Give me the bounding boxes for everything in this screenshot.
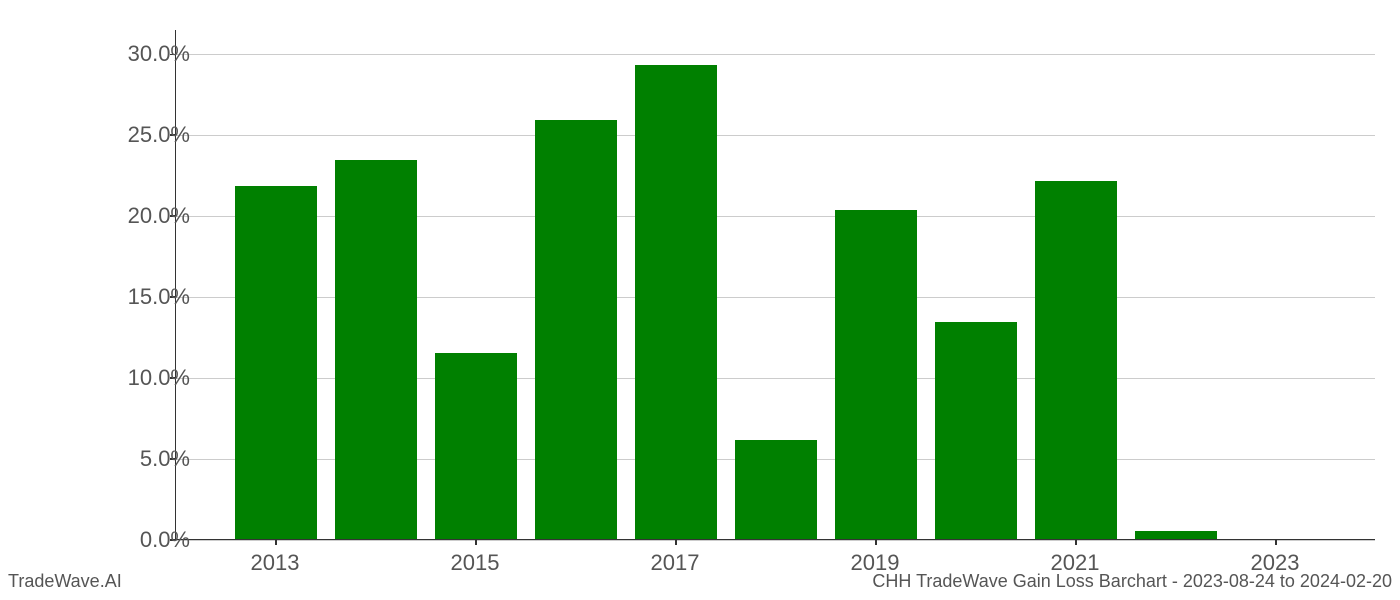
x-tick: [875, 539, 877, 545]
bar-2013: [235, 186, 317, 539]
x-tick: [275, 539, 277, 545]
bar-2019: [835, 210, 917, 539]
y-tick-label: 5.0%: [110, 446, 190, 472]
x-tick: [1275, 539, 1277, 545]
gridline: [176, 540, 1375, 541]
bar-2014: [335, 160, 417, 539]
x-tick-label: 2019: [851, 550, 900, 576]
y-tick-label: 30.0%: [110, 41, 190, 67]
gridline: [176, 54, 1375, 55]
x-tick-label: 2023: [1251, 550, 1300, 576]
y-tick-label: 20.0%: [110, 203, 190, 229]
y-tick-label: 0.0%: [110, 527, 190, 553]
x-tick-label: 2017: [651, 550, 700, 576]
y-tick-label: 25.0%: [110, 122, 190, 148]
x-tick-label: 2015: [451, 550, 500, 576]
x-tick-label: 2013: [251, 550, 300, 576]
bar-2020: [935, 322, 1017, 539]
x-tick: [675, 539, 677, 545]
bar-2015: [435, 353, 517, 539]
bar-2021: [1035, 181, 1117, 539]
bar-2017: [635, 65, 717, 539]
x-tick-label: 2021: [1051, 550, 1100, 576]
y-tick-label: 10.0%: [110, 365, 190, 391]
plot-area: [175, 30, 1375, 540]
footer-left-label: TradeWave.AI: [8, 571, 122, 592]
chart-container: [175, 30, 1375, 540]
y-tick-label: 15.0%: [110, 284, 190, 310]
gridline: [176, 135, 1375, 136]
bar-2016: [535, 120, 617, 539]
x-tick: [1075, 539, 1077, 545]
footer-right-label: CHH TradeWave Gain Loss Barchart - 2023-…: [872, 571, 1392, 592]
bar-2018: [735, 440, 817, 539]
x-tick: [475, 539, 477, 545]
bar-2022: [1135, 531, 1217, 539]
